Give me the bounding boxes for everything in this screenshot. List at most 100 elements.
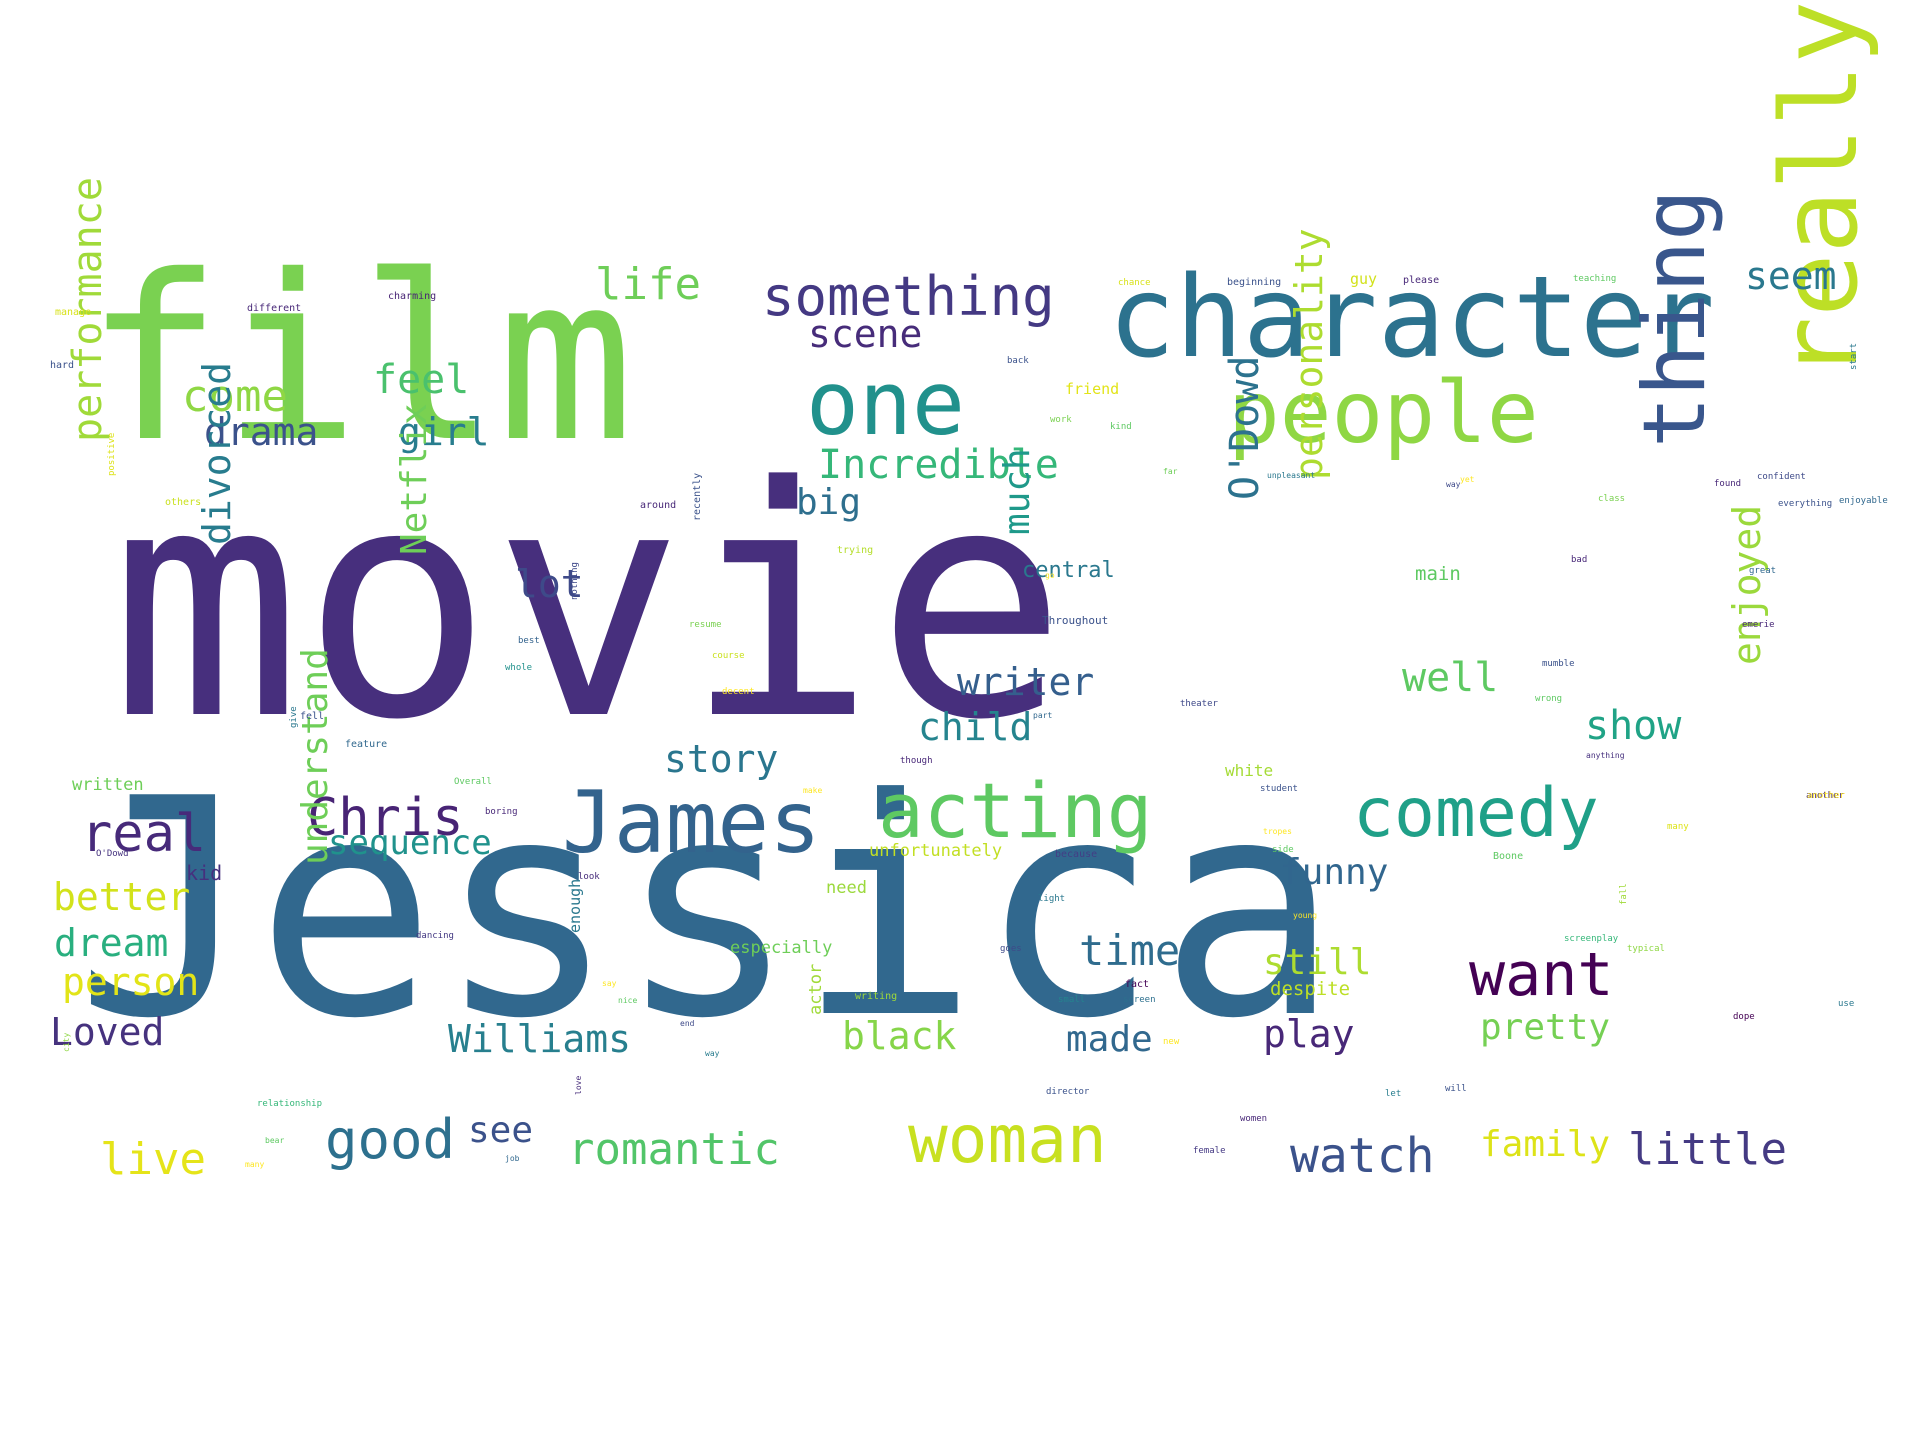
word-chris: Chris: [307, 788, 464, 848]
word-odowd: O'Dowd: [1222, 355, 1268, 501]
word-need: need: [826, 878, 867, 898]
word-part: part: [1033, 711, 1053, 720]
word-light: light: [1038, 894, 1066, 904]
word-boone: Boone: [1493, 851, 1524, 862]
word-fell: fell: [300, 711, 325, 722]
word-central: central: [1022, 558, 1115, 583]
word-manage: manage: [55, 307, 92, 318]
word-use: use: [1838, 999, 1855, 1009]
word-far: far: [1163, 467, 1178, 476]
word-enjoyed: enjoyed: [1725, 504, 1769, 665]
word-mumble: mumble: [1542, 659, 1575, 669]
word-woman: woman: [908, 1101, 1107, 1178]
word-black: black: [842, 1014, 957, 1058]
word-writing: writing: [855, 991, 898, 1002]
word-way: way: [705, 1049, 720, 1058]
word-director: director: [1046, 1087, 1090, 1097]
word-work: work: [1050, 415, 1072, 425]
word-decent: decent: [722, 687, 755, 697]
word-watch: watch: [1290, 1128, 1435, 1184]
word-unfortunately: unfortunately: [869, 841, 1003, 861]
word-girl: girl: [398, 410, 490, 454]
word-kind: kind: [1110, 422, 1132, 432]
word-netflix: Netflix: [394, 403, 435, 555]
word-whole: whole: [505, 663, 533, 673]
word-seem: seem: [1745, 254, 1837, 298]
word-bad: bad: [1571, 555, 1588, 565]
word-come: come: [182, 371, 288, 422]
word-will: will: [1445, 1084, 1467, 1094]
word-theater: theater: [1180, 699, 1218, 709]
word-story: story: [664, 737, 779, 781]
word-anything: anything: [1586, 751, 1625, 760]
word-teaching: teaching: [1573, 274, 1617, 284]
word-overall: Overall: [454, 777, 492, 787]
word-romantic: romantic: [568, 1124, 780, 1175]
word-made: made: [1066, 1019, 1153, 1060]
word-class: class: [1598, 494, 1626, 504]
word-white: white: [1225, 761, 1274, 780]
word-enjoyable: enjoyable: [1839, 496, 1888, 506]
word-screenplay: screenplay: [1564, 934, 1619, 944]
word-please: please: [1403, 275, 1440, 286]
word-still: still: [1263, 942, 1372, 983]
word-though: though: [900, 756, 933, 766]
word-charming: charming: [388, 291, 437, 302]
word-jessica: Jessica: [75, 735, 1340, 1084]
word-little: little: [1628, 1124, 1787, 1175]
word-say: say: [602, 979, 617, 988]
word-incredible: Incredible: [818, 442, 1059, 488]
word-understand: understand: [295, 648, 336, 865]
word-found: found: [1714, 479, 1742, 489]
word-bear: bear: [265, 1136, 285, 1145]
word-something: something: [762, 265, 1055, 328]
word-small: small: [1058, 995, 1086, 1005]
word-best: best: [518, 636, 540, 646]
word-yet: yet: [1460, 475, 1475, 484]
word-enough: enough: [566, 878, 584, 933]
word-everything: everything: [1778, 499, 1833, 509]
word-course: course: [712, 651, 745, 661]
word-sequence: sequence: [328, 823, 492, 863]
word-throughout: Throughout: [1042, 614, 1109, 627]
word-funny: funny: [1280, 852, 1389, 893]
word-different: different: [247, 303, 302, 314]
word-person: person: [62, 960, 200, 1004]
word-way-right: way: [1446, 480, 1461, 489]
word-boring: boring: [485, 807, 518, 817]
word-live: live: [100, 1134, 206, 1185]
word-kid: kid: [186, 861, 223, 885]
word-writer: writer: [957, 660, 1095, 704]
word-thing: thing: [1625, 189, 1725, 448]
word-nothing: nothing: [570, 562, 580, 600]
word-screen: screen: [1123, 995, 1156, 1005]
word-pretty: pretty: [1480, 1007, 1611, 1048]
word-written: written: [72, 775, 144, 795]
word-scene: scene: [808, 312, 923, 356]
word-because: because: [1055, 849, 1098, 860]
word-around: around: [640, 500, 677, 511]
word-see: see: [468, 1110, 534, 1151]
word-unpleasant: unpleasant: [1267, 471, 1316, 480]
word-women: women: [1240, 1114, 1268, 1124]
word-many: many: [245, 1160, 265, 1169]
word-young: young: [1293, 911, 1318, 920]
word-real: real: [81, 804, 207, 864]
word-guy: guy: [1350, 270, 1378, 288]
word-acting: acting: [878, 766, 1153, 855]
word-one: one: [806, 352, 965, 455]
word-especially: especially: [730, 938, 833, 958]
word-let: let: [1385, 1089, 1402, 1099]
word-loved: Loved: [50, 1010, 165, 1054]
word-play: play: [1263, 1012, 1355, 1056]
word-confident: confident: [1757, 472, 1806, 482]
word-relationship: relationship: [257, 1099, 323, 1109]
word-main: main: [1415, 563, 1461, 585]
word-resume: resume: [689, 620, 722, 630]
word-well: well: [1402, 655, 1499, 701]
word-divorced: divorced: [195, 361, 239, 545]
word-big: big: [796, 482, 862, 523]
word-goes: goes: [1000, 944, 1022, 954]
word-end: end: [680, 1019, 695, 1028]
word-feel: feel: [373, 357, 470, 403]
